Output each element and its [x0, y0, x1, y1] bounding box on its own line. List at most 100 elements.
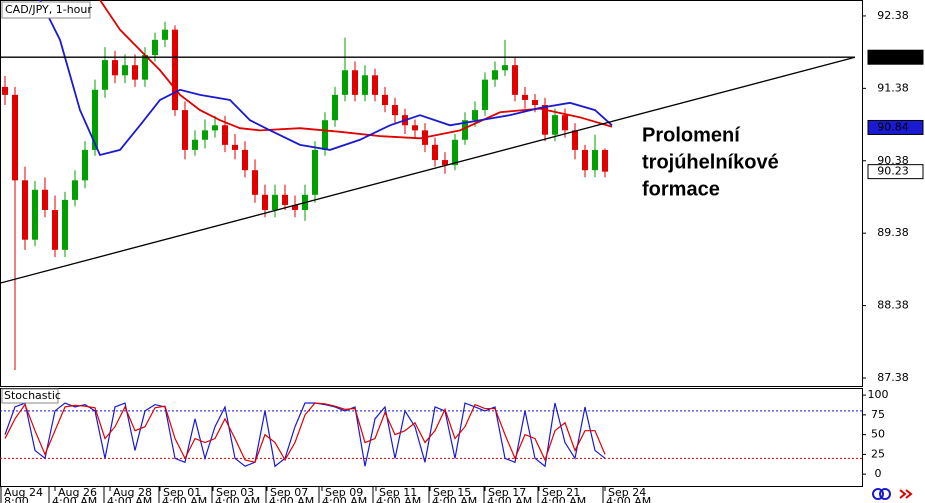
x-tick-label: Sep 17 [488, 486, 526, 499]
candle-body [372, 75, 378, 95]
candle-body [12, 94, 18, 181]
stochastic-panel [0, 388, 863, 487]
annotation: trojúhelníkové [642, 151, 779, 173]
stoch-tick-label: 75 [871, 408, 885, 421]
annotation: Prolomení [642, 124, 741, 146]
y-tick-label: 87.38 [877, 371, 909, 384]
y-tick-label: 91.38 [877, 81, 909, 94]
candle-body [602, 149, 608, 172]
stoch-tick-label: 100 [868, 388, 889, 401]
candle-body [62, 199, 68, 250]
candle-body [332, 94, 338, 121]
x-tick-label: 4:00 AM [269, 495, 314, 503]
overlay-line [99, 0, 613, 140]
annotation: formace [642, 178, 720, 200]
y-tick-label: 92.38 [877, 9, 909, 22]
stochastic-title-box [1, 388, 59, 404]
x-tick-label: 4:00 AM [107, 495, 152, 503]
candle-body [492, 70, 498, 80]
toolbar-icons [872, 488, 913, 500]
stoch-tick-label: 0 [875, 467, 882, 480]
candle-body [92, 89, 98, 150]
candle-body [482, 79, 488, 111]
candle-body [352, 70, 358, 95]
chart-title: CAD/JPY, 1-hour [5, 3, 92, 16]
x-tick-label: Aug 28 [113, 486, 152, 499]
candle-body [462, 120, 468, 140]
candle-body [382, 94, 388, 106]
candle-body [32, 189, 38, 240]
candle-body [292, 204, 298, 211]
x-tick-label: 4:00 AM [52, 495, 97, 503]
candle-body [562, 115, 568, 131]
x-tick-label: 4:00 AM [162, 495, 207, 503]
candle-body [102, 60, 108, 90]
price-marker [867, 164, 924, 180]
x-tick-label: 4:00 AM [606, 495, 651, 503]
x-tick-label: 4:00 AM [322, 495, 367, 503]
x-tick-label: Sep 15 [433, 486, 471, 499]
overlay-line [39, 0, 613, 157]
x-tick-label: Aug 24 [4, 486, 43, 499]
y-tick-label: 88.38 [877, 299, 909, 312]
price-marker-label: 91.81 [877, 50, 909, 63]
stoch-line [4, 402, 606, 468]
x-tick-label: Sep 03 [216, 486, 254, 499]
y-tick-label: 90.38 [877, 154, 909, 167]
overlay-line [0, 56, 856, 284]
candle-body [392, 105, 398, 116]
x-tick-label: Aug 26 [58, 486, 97, 499]
title-box [1, 1, 91, 19]
stoch-tick-label: 50 [871, 428, 885, 441]
candle-body [142, 55, 148, 80]
candle-body [222, 125, 228, 145]
candle-body [52, 210, 58, 250]
candle-body [282, 194, 288, 205]
candle-body [442, 160, 448, 166]
candle-body [82, 149, 88, 181]
candle-body [592, 149, 598, 171]
price-marker-label: 90.84 [877, 120, 909, 133]
candle-body [502, 65, 508, 71]
candle-body [22, 180, 28, 240]
x-tick-label: Sep 21 [542, 486, 580, 499]
candle-body [202, 130, 208, 140]
x-tick-label: Sep 07 [270, 486, 308, 499]
x-tick-label: Sep 09 [325, 486, 363, 499]
x-tick-label: 4:00 AM [376, 495, 421, 503]
candle-body [252, 170, 258, 195]
x-tick-label: 8:00 [4, 495, 29, 503]
candle-body [412, 125, 418, 131]
stochastic-title: Stochastic [4, 389, 61, 402]
candle-body [572, 130, 578, 150]
candle-body [342, 70, 348, 95]
candle-body [212, 125, 218, 131]
price-marker-label: 90.23 [877, 165, 909, 178]
candle-body [362, 75, 368, 95]
candle-body [152, 39, 158, 56]
candle-body [2, 86, 8, 95]
candle-body [122, 65, 128, 76]
candle-body [522, 94, 528, 100]
x-tick-label: 4:00 AM [541, 495, 586, 503]
candle-body [582, 149, 588, 171]
candle-body [542, 105, 548, 135]
stoch-line [4, 402, 606, 463]
x-tick-label: Sep 11 [379, 486, 417, 499]
candle-body [472, 110, 478, 121]
candle-body [132, 65, 138, 80]
candle-body [72, 180, 78, 200]
candle-body [532, 99, 538, 106]
candle-body [112, 60, 118, 76]
price-marker [867, 119, 924, 135]
candle-body [262, 194, 268, 211]
candle-body [42, 189, 48, 211]
candle-body [312, 149, 318, 195]
x-tick-label: 4:00 AM [215, 495, 260, 503]
price-marker [867, 49, 924, 65]
candle-body [322, 120, 328, 150]
candle-body [172, 29, 178, 111]
candle-body [432, 144, 438, 161]
candle-body [232, 144, 238, 150]
